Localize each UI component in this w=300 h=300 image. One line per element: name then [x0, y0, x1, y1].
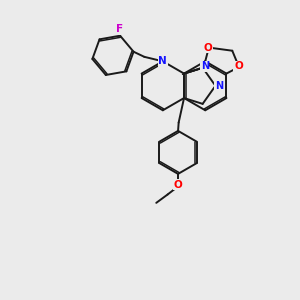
Text: N: N — [215, 81, 223, 91]
Text: O: O — [234, 61, 243, 71]
Text: O: O — [204, 43, 213, 52]
Text: N: N — [158, 56, 167, 66]
Text: F: F — [116, 24, 123, 34]
Text: O: O — [174, 180, 182, 190]
Text: N: N — [201, 61, 209, 71]
